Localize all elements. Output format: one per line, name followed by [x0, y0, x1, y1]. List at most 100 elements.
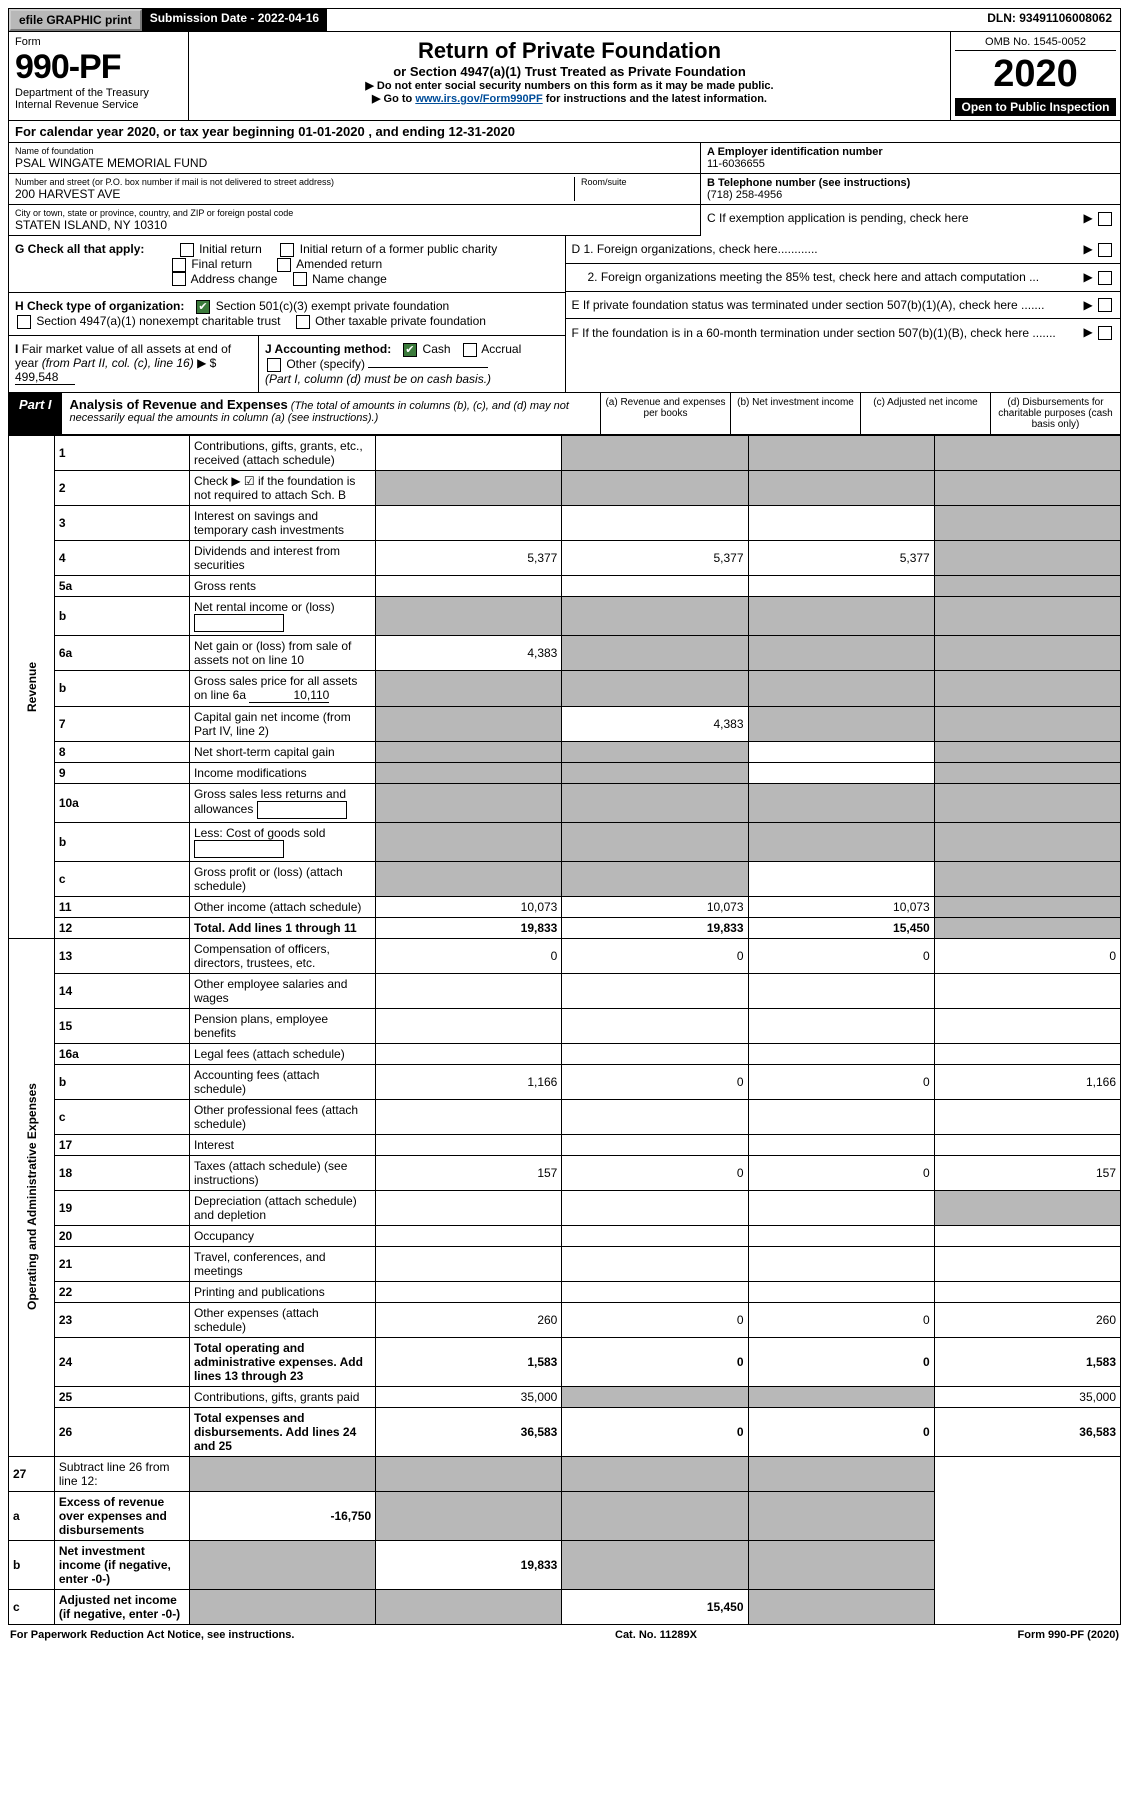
line-description: Depreciation (attach schedule) and deple… — [189, 1190, 375, 1225]
line-number: 23 — [54, 1302, 189, 1337]
open-public-badge: Open to Public Inspection — [955, 98, 1116, 116]
line-number: b — [54, 1064, 189, 1099]
h-other-checkbox[interactable] — [296, 315, 310, 329]
j-accrual-checkbox[interactable] — [463, 343, 477, 357]
amount-cell — [748, 575, 934, 596]
amount-cell — [376, 1456, 562, 1491]
d1-checkbox[interactable] — [1098, 243, 1112, 257]
amount-cell — [376, 1225, 562, 1246]
table-row: 4Dividends and interest from securities5… — [9, 540, 1121, 575]
line-number: 9 — [54, 762, 189, 783]
amount-cell — [934, 505, 1120, 540]
d2-label: 2. Foreign organizations meeting the 85%… — [572, 270, 1040, 284]
part1-desc: Analysis of Revenue and Expenses (The to… — [62, 393, 600, 434]
amount-cell — [934, 435, 1120, 470]
line-description: Less: Cost of goods sold — [189, 822, 375, 861]
amount-cell — [934, 822, 1120, 861]
amount-cell — [376, 1589, 562, 1624]
street-address: 200 HARVEST AVE — [15, 187, 574, 201]
amount-cell — [376, 1134, 562, 1155]
check-left: G Check all that apply: Initial return I… — [9, 236, 565, 392]
amount-cell — [562, 435, 748, 470]
ij-row: I Fair market value of all assets at end… — [9, 336, 565, 392]
table-row: 2Check ▶ ☑ if the foundation is not requ… — [9, 470, 1121, 505]
table-row: 7Capital gain net income (from Part IV, … — [9, 706, 1121, 741]
line-description: Net investment income (if negative, ente… — [54, 1540, 189, 1589]
amount-cell — [748, 706, 934, 741]
address-cell: Number and street (or P.O. box number if… — [9, 174, 700, 205]
table-row: 16aLegal fees (attach schedule) — [9, 1043, 1121, 1064]
table-row: 12Total. Add lines 1 through 1119,83319,… — [9, 917, 1121, 938]
line-number: 2 — [54, 470, 189, 505]
line-description: Net gain or (loss) from sale of assets n… — [189, 635, 375, 670]
g-initial-former-checkbox[interactable] — [280, 243, 294, 257]
foundation-name: PSAL WINGATE MEMORIAL FUND — [15, 156, 694, 170]
g-final-checkbox[interactable] — [172, 258, 186, 272]
inline-box — [257, 801, 347, 819]
d2-row: 2. Foreign organizations meeting the 85%… — [566, 264, 1121, 292]
calendar-year-line: For calendar year 2020, or tax year begi… — [8, 121, 1121, 143]
city-label: City or town, state or province, country… — [15, 208, 694, 218]
amount-cell — [748, 762, 934, 783]
table-row: 9Income modifications — [9, 762, 1121, 783]
amount-cell — [376, 596, 562, 635]
amount-cell — [748, 1043, 934, 1064]
table-row: 24Total operating and administrative exp… — [9, 1337, 1121, 1386]
amount-cell: 0 — [562, 1155, 748, 1190]
note-link-row: ▶ Go to www.irs.gov/Form990PF for instru… — [195, 92, 944, 105]
table-row: bAccounting fees (attach schedule)1,1660… — [9, 1064, 1121, 1099]
table-row: bNet investment income (if negative, ent… — [9, 1540, 1121, 1589]
i-value: 499,548 — [15, 370, 75, 385]
amount-cell — [748, 973, 934, 1008]
line-description: Gross sales less returns and allowances — [189, 783, 375, 822]
submission-date: Submission Date - 2022-04-16 — [142, 9, 327, 31]
j-other-checkbox[interactable] — [267, 358, 281, 372]
e-checkbox[interactable] — [1098, 298, 1112, 312]
table-row: 17Interest — [9, 1134, 1121, 1155]
g-initial-checkbox[interactable] — [180, 243, 194, 257]
g-amended-checkbox[interactable] — [277, 258, 291, 272]
amount-cell: 1,583 — [376, 1337, 562, 1386]
line-number: 1 — [54, 435, 189, 470]
amount-cell — [562, 635, 748, 670]
line-description: Income modifications — [189, 762, 375, 783]
amount-cell — [562, 505, 748, 540]
j-cash-checkbox[interactable] — [403, 343, 417, 357]
line-description: Travel, conferences, and meetings — [189, 1246, 375, 1281]
amount-cell: 157 — [376, 1155, 562, 1190]
amount-cell — [562, 1008, 748, 1043]
efile-print-button[interactable]: efile GRAPHIC print — [9, 9, 142, 31]
h-501c3-checkbox[interactable] — [196, 300, 210, 314]
line-description: Gross sales price for all assets on line… — [189, 670, 375, 706]
h2-text: Section 4947(a)(1) nonexempt charitable … — [36, 314, 280, 328]
line-number: 5a — [54, 575, 189, 596]
amount-cell — [562, 1281, 748, 1302]
g-address-checkbox[interactable] — [172, 272, 186, 286]
irs-link[interactable]: www.irs.gov/Form990PF — [415, 93, 542, 105]
j-other-line — [368, 367, 488, 368]
table-row: 6aNet gain or (loss) from sale of assets… — [9, 635, 1121, 670]
line-number: 16a — [54, 1043, 189, 1064]
d2-checkbox[interactable] — [1098, 271, 1112, 285]
amount-cell: 19,833 — [376, 1540, 562, 1589]
amount-cell — [189, 1456, 375, 1491]
line-number: 7 — [54, 706, 189, 741]
amount-cell — [562, 973, 748, 1008]
line-number: a — [9, 1491, 55, 1540]
amount-cell: 0 — [748, 1407, 934, 1456]
amount-cell: 10,073 — [748, 896, 934, 917]
f-checkbox[interactable] — [1098, 326, 1112, 340]
line-number: 4 — [54, 540, 189, 575]
h-4947-checkbox[interactable] — [17, 315, 31, 329]
c-checkbox[interactable] — [1098, 212, 1112, 226]
table-row: 11Other income (attach schedule)10,07310… — [9, 896, 1121, 917]
amount-cell — [376, 1008, 562, 1043]
line-description: Contributions, gifts, grants, etc., rece… — [189, 435, 375, 470]
g-name-checkbox[interactable] — [293, 272, 307, 286]
amount-cell — [562, 1099, 748, 1134]
col-d-head: (d) Disbursements for charitable purpose… — [990, 393, 1120, 434]
table-row: 5aGross rents — [9, 575, 1121, 596]
line-description: Compensation of officers, directors, tru… — [189, 938, 375, 973]
form-subtitle: or Section 4947(a)(1) Trust Treated as P… — [195, 64, 944, 79]
form-number: 990-PF — [15, 48, 182, 87]
